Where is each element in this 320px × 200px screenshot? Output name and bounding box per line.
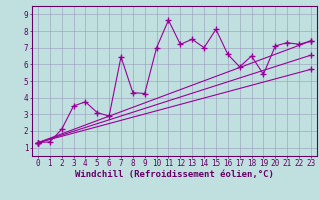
X-axis label: Windchill (Refroidissement éolien,°C): Windchill (Refroidissement éolien,°C)	[75, 170, 274, 179]
